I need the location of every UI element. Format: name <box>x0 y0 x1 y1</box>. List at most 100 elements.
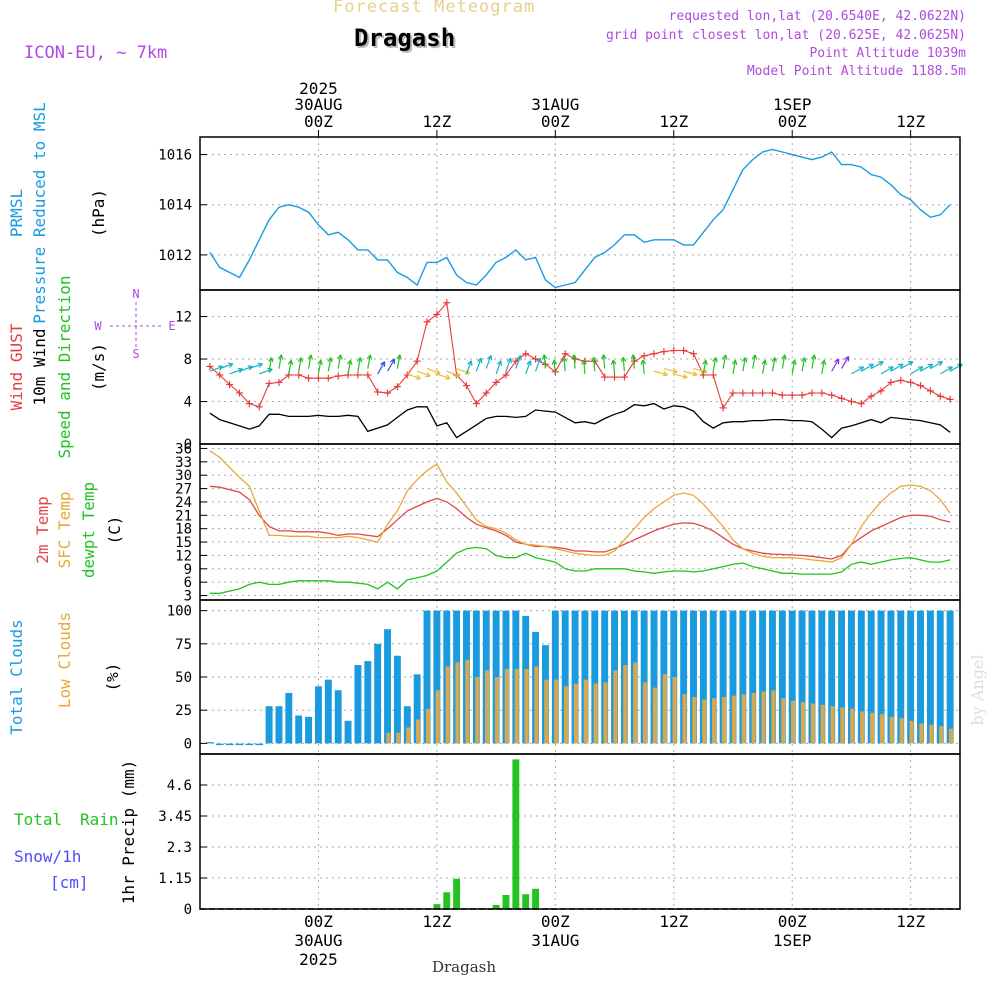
low-cloud-bar <box>613 670 618 744</box>
wind-arrow <box>277 354 284 369</box>
gust-point <box>650 350 658 358</box>
low-cloud-bar <box>830 706 835 744</box>
bottom-time-label: 12Z <box>422 912 451 931</box>
total-cloud-bar <box>551 610 559 744</box>
low-cloud-bar <box>771 690 776 744</box>
y-tick-label: 9 <box>184 562 192 578</box>
gust-point <box>413 357 421 365</box>
panel-frame <box>199 136 961 291</box>
low-cloud-bar <box>494 677 500 744</box>
total-cloud-bar <box>847 610 855 744</box>
wind-unit: (m/s) <box>89 343 108 391</box>
low-cloud-bar <box>396 732 401 744</box>
total-cloud-bar <box>374 643 382 744</box>
wind-arrow <box>781 354 787 369</box>
wind-arrow <box>377 361 386 375</box>
low-cloud-bar <box>386 732 391 744</box>
wind-arrow <box>920 363 934 372</box>
gust-point <box>472 400 480 408</box>
total-cloud-bar <box>838 610 846 744</box>
temp2m-label: 2m Temp <box>33 496 52 563</box>
total-cloud-bar <box>897 610 905 744</box>
rain-bar <box>443 892 451 909</box>
wind-arrow <box>495 360 503 375</box>
gust-point <box>867 392 875 400</box>
total-cloud-bar <box>917 610 924 744</box>
y-tick-label: 25 <box>175 703 192 719</box>
bottom-year-label: 2025 <box>299 950 338 969</box>
low-cloud-bar <box>869 712 875 744</box>
wind-arrow <box>630 354 637 369</box>
sfc-temp-line <box>209 450 951 563</box>
total-cloud-bar <box>818 610 826 744</box>
low-cloud-bar <box>909 720 914 744</box>
wind-arrow <box>702 359 708 375</box>
rain-bar <box>433 904 441 909</box>
y-tick-label: 1.15 <box>158 871 192 887</box>
total-cloud-bar <box>403 706 411 744</box>
top-time-label: 12Z <box>896 112 925 131</box>
low-cloud-bar <box>633 662 638 744</box>
low-cloud-bar <box>603 682 608 744</box>
wind-arrow <box>551 359 558 374</box>
gust-point <box>828 391 836 399</box>
total-cloud-bar <box>384 629 391 744</box>
chart-subtitle: Forecast Meteogram <box>333 0 536 17</box>
wind-arrow <box>610 359 617 374</box>
compass-n: N <box>132 287 139 301</box>
top-time-label: 12Z <box>422 112 451 131</box>
low-cloud-bar <box>692 696 697 744</box>
wind-arrow <box>561 356 568 372</box>
low-cloud-bar <box>425 708 430 744</box>
total-cloud-bar <box>936 610 944 744</box>
top-year-label: 2025 <box>299 79 338 98</box>
gust-point <box>818 389 826 397</box>
gust-point <box>433 310 441 318</box>
total-cloud-bar <box>739 610 747 744</box>
credit-watermark: by Angel <box>968 654 987 725</box>
gust-point <box>226 381 234 389</box>
wind-arrow <box>465 360 473 375</box>
low-cloud-bar <box>534 666 539 744</box>
bottom-time-label: 00Z <box>778 912 807 931</box>
low-cloud-bar <box>554 679 559 744</box>
wind-arrow <box>890 363 904 372</box>
y-tick-label: 1012 <box>158 248 192 264</box>
total-cloud-bar <box>946 610 954 744</box>
total-cloud-bar <box>709 610 717 744</box>
wind-arrow <box>581 359 587 374</box>
bottom-time-label: 00Z <box>304 912 333 931</box>
wind-arrow <box>761 359 768 375</box>
y-tick-label: 8 <box>184 352 192 368</box>
snow-unit: [cm] <box>50 873 89 892</box>
gust-point <box>601 373 609 381</box>
bottom-time-label: 12Z <box>659 912 688 931</box>
snow-label: Snow/1h <box>14 847 81 866</box>
gust-point <box>423 318 431 326</box>
y-tick-label: 0 <box>184 736 192 752</box>
top-time-label: 00Z <box>304 112 333 131</box>
wind-arrow <box>712 357 718 372</box>
rain-bar <box>532 888 540 909</box>
low-cloud-bar <box>810 703 815 744</box>
low-cloud-bar <box>741 694 746 744</box>
dewpt-label: dewpt Temp <box>79 482 98 578</box>
gust-point <box>709 371 717 379</box>
gust-point <box>216 371 224 379</box>
total-cloud-bar <box>719 610 727 744</box>
y-tick-label: 0 <box>184 902 192 918</box>
low-cloud-bar <box>593 683 598 744</box>
y-tick-label: 12 <box>175 310 192 326</box>
wind-arrow <box>327 357 333 372</box>
pressure-unit: (hPa) <box>89 189 108 237</box>
wind-arrow <box>751 354 758 369</box>
wind-arrow <box>396 354 402 369</box>
total-cloud-bar <box>265 706 273 744</box>
gust-point <box>759 389 767 397</box>
wind-arrow <box>880 366 894 375</box>
total-cloud-bar <box>867 610 875 744</box>
compass-w: W <box>94 319 102 333</box>
total-cloud-bar <box>571 610 579 744</box>
pressure-label: PRMSL <box>7 189 26 237</box>
pressure-sublabel: Pressure Reduced to MSL <box>30 102 49 324</box>
